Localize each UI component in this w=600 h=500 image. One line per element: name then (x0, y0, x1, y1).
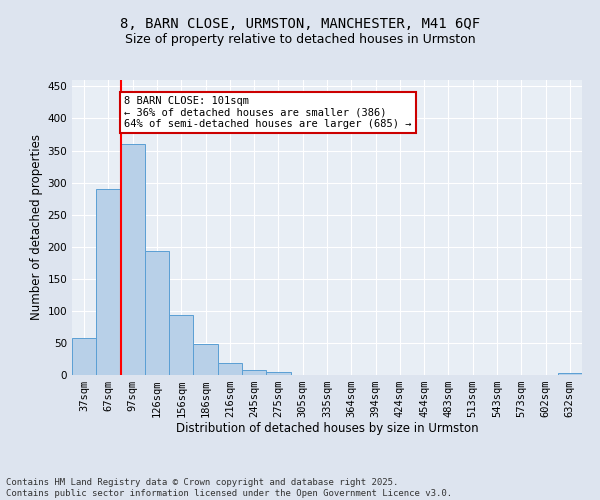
Y-axis label: Number of detached properties: Number of detached properties (30, 134, 43, 320)
Bar (193, 344, 218, 375)
Bar (72, 338, 96, 375)
Bar (169, 316, 193, 375)
Text: 8, BARN CLOSE, URMSTON, MANCHESTER, M41 6QF: 8, BARN CLOSE, URMSTON, MANCHESTER, M41 … (120, 18, 480, 32)
Text: Contains HM Land Registry data © Crown copyright and database right 2025.
Contai: Contains HM Land Registry data © Crown c… (6, 478, 452, 498)
Bar (242, 370, 266, 375)
Bar (558, 373, 582, 375)
Text: Size of property relative to detached houses in Urmston: Size of property relative to detached ho… (125, 32, 475, 46)
Bar (145, 251, 169, 375)
Text: 8 BARN CLOSE: 101sqm
← 36% of detached houses are smaller (386)
64% of semi-deta: 8 BARN CLOSE: 101sqm ← 36% of detached h… (124, 96, 412, 129)
Bar (266, 372, 290, 375)
Bar (121, 144, 145, 375)
Bar (96, 189, 121, 375)
X-axis label: Distribution of detached houses by size in Urmston: Distribution of detached houses by size … (176, 422, 478, 434)
Bar (218, 364, 242, 375)
